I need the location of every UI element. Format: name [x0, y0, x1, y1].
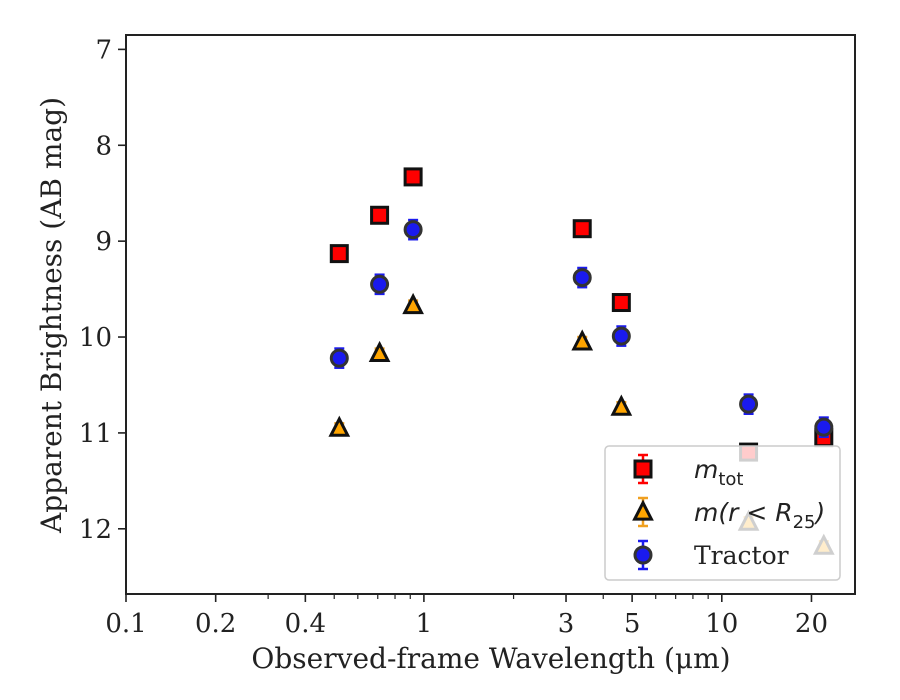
x-tick-label: 0.4: [285, 609, 326, 639]
y-tick-label: 7: [95, 35, 112, 65]
data-point: [370, 274, 390, 294]
x-tick-label: 10: [705, 609, 738, 639]
legend-entry: Tractor: [633, 539, 789, 571]
data-point: [611, 293, 631, 313]
x-tick-label: 5: [624, 609, 641, 639]
data-point: [610, 394, 633, 416]
data-point: [328, 415, 351, 437]
y-tick-label: 8: [95, 131, 112, 161]
y-tick-label: 11: [79, 419, 112, 449]
legend-marker: [632, 499, 654, 521]
legend-label-tail: ): [814, 498, 826, 527]
x-tick-label: 1: [416, 609, 433, 639]
legend-box: [604, 445, 841, 581]
legend-label-main: m: [694, 455, 718, 484]
legend-label-subscript: tot: [718, 469, 743, 490]
x-tick-label: 20: [795, 609, 828, 639]
data-point: [403, 220, 423, 240]
data-point: [611, 326, 631, 346]
legend-label-main: m(r < R: [694, 498, 793, 527]
data-point: [370, 205, 390, 225]
y-tick-label: 9: [95, 227, 112, 257]
data-point: [402, 292, 424, 315]
data-point: [572, 268, 592, 288]
legend-label: m(r < R25): [694, 498, 825, 533]
legend-marker: [633, 459, 653, 479]
data-point: [403, 167, 423, 187]
legend-label: Tractor: [694, 541, 789, 570]
legend-label-subscript: 25: [793, 512, 816, 533]
data-point: [571, 329, 594, 351]
data-point: [368, 340, 391, 363]
legend-label: mtot: [694, 455, 744, 490]
plot-border: [125, 34, 856, 595]
x-tick-label: 0.1: [105, 609, 146, 639]
data-point: [329, 244, 349, 264]
data-point: [814, 417, 834, 437]
y-axis-label: Apparent Brightness (AB mag): [35, 97, 68, 534]
x-axis-label: Observed-frame Wavelength (μm): [251, 642, 730, 675]
x-tick-label: 0.2: [195, 609, 236, 639]
y-tick-label: 10: [79, 323, 112, 353]
data-point: [739, 394, 759, 414]
legend-entry: m(r < R25): [632, 496, 825, 533]
axis-labels: Observed-frame Wavelength (μm) Apparent …: [35, 97, 731, 675]
legend-marker: [633, 545, 653, 565]
data-point: [572, 219, 592, 239]
y-tick-label: 12: [79, 515, 112, 545]
data-point: [329, 348, 349, 368]
legend: mtot m(r < R25) Tractor: [604, 445, 841, 581]
legend-entry: mtot: [633, 453, 744, 490]
series-circle: [329, 218, 834, 439]
plot-frame: [125, 34, 856, 595]
x-tick-label: 3: [558, 609, 575, 639]
axis-ticks: 0.1 0.2 0.4 1 3 5 10 20 7 8 9 10 11 12: [79, 35, 828, 639]
